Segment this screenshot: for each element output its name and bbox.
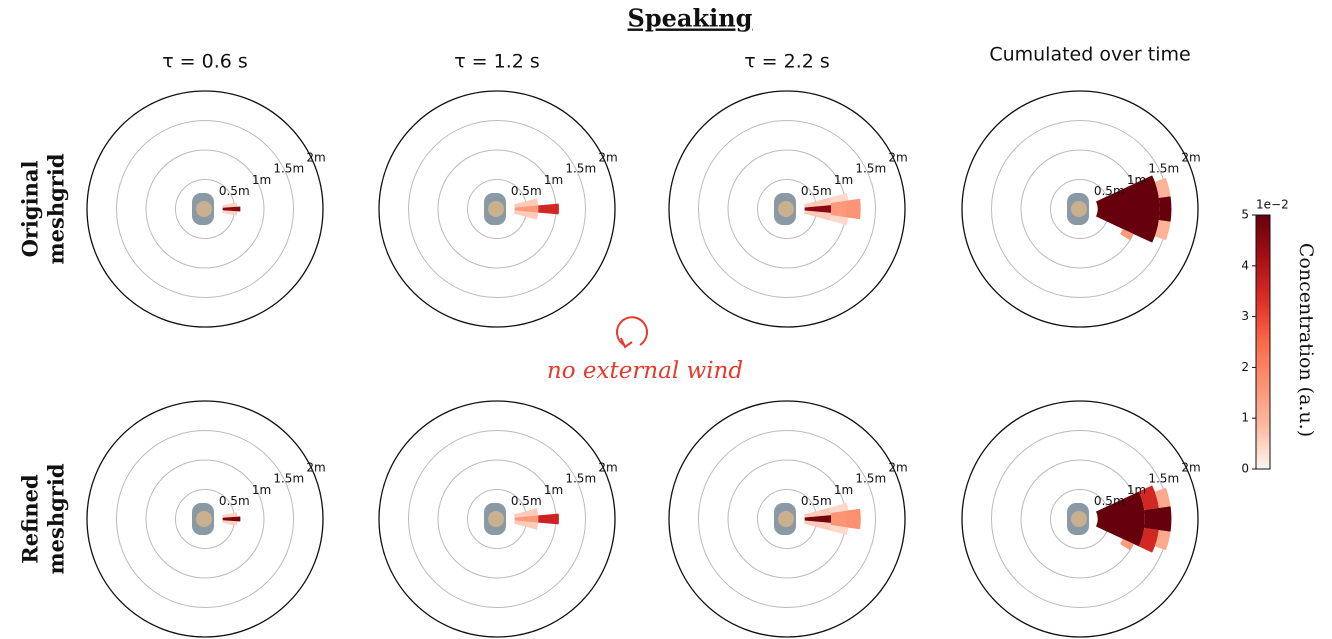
row-label-line: Original xyxy=(18,161,43,258)
r-tick-label: 1.5m xyxy=(273,472,304,486)
row-label: Original meshgrid xyxy=(18,153,69,264)
r-tick-label: 2m xyxy=(1181,150,1200,164)
r-tick-label: 2m xyxy=(598,150,617,164)
concentration-cell xyxy=(831,511,846,527)
head-face xyxy=(1071,201,1087,217)
concentration-cell xyxy=(845,509,860,530)
concentration-cell xyxy=(538,204,559,215)
colorbar-tick-label: 1 xyxy=(1241,411,1249,425)
r-tick-label: 1m xyxy=(834,483,853,497)
colorbar-label-group: Concentration (a.u.) xyxy=(1295,243,1317,437)
figure: Speaking τ = 0.6 s τ = 1.2 s τ = 2.2 s C… xyxy=(0,0,1332,639)
head-face xyxy=(778,511,794,527)
r-tick-label: 1m xyxy=(1127,173,1146,187)
colorbar xyxy=(1256,215,1270,469)
r-tick-label: 1.5m xyxy=(1148,472,1179,486)
r-tick-label: 1m xyxy=(1127,483,1146,497)
concentration-cell xyxy=(1144,506,1171,531)
r-tick-label: 0.5m xyxy=(219,184,250,198)
colorbar-tick-label: 3 xyxy=(1241,309,1249,323)
row-label-line: meshgrid xyxy=(44,153,69,264)
colorbar-tick-label: 4 xyxy=(1241,258,1249,272)
polar-panel: 0.5m1m1.5m2m xyxy=(87,91,326,327)
colorbar-label: Concentration (a.u.) xyxy=(1295,243,1317,437)
concentration-cell xyxy=(845,199,860,220)
colorbar-tick-label: 0 xyxy=(1241,462,1249,476)
r-tick-label: 1m xyxy=(834,173,853,187)
r-tick-label: 2m xyxy=(1181,460,1200,474)
wind-icon-arrow xyxy=(621,338,632,347)
r-tick-label: 0.5m xyxy=(1094,494,1125,508)
figure-title: Speaking xyxy=(628,4,753,33)
r-tick-label: 1.5m xyxy=(273,162,304,176)
colorbar-tick-label: 5 xyxy=(1241,208,1249,222)
column-title: τ = 0.6 s xyxy=(162,51,248,73)
head-face xyxy=(778,201,794,217)
r-tick-label: 2m xyxy=(888,150,907,164)
head-face xyxy=(1071,511,1087,527)
row-label-line: meshgrid xyxy=(44,463,69,574)
column-title: τ = 2.2 s xyxy=(744,51,830,73)
column-title: Cumulated over time xyxy=(989,44,1190,66)
concentration-cell xyxy=(538,514,559,525)
r-tick-label: 0.5m xyxy=(801,184,832,198)
colorbar-tick-label: 2 xyxy=(1241,360,1249,374)
r-tick-label: 2m xyxy=(598,460,617,474)
r-tick-label: 0.5m xyxy=(219,494,250,508)
head-face xyxy=(488,201,504,217)
annotation: no external wind xyxy=(547,358,743,384)
r-tick-label: 1.5m xyxy=(565,162,596,176)
r-tick-label: 0.5m xyxy=(511,494,542,508)
head-face xyxy=(488,511,504,527)
r-tick-label: 1m xyxy=(544,483,563,497)
r-tick-label: 2m xyxy=(306,150,325,164)
column-title: τ = 1.2 s xyxy=(454,51,540,73)
r-tick-label: 0.5m xyxy=(511,184,542,198)
r-tick-label: 0.5m xyxy=(1094,184,1125,198)
concentration-cell xyxy=(831,201,846,217)
r-tick-label: 1.5m xyxy=(855,472,886,486)
colorbar-offset: 1e−2 xyxy=(1256,198,1289,212)
r-tick-label: 1m xyxy=(252,173,271,187)
r-tick-label: 1m xyxy=(252,483,271,497)
row-label: Refined meshgrid xyxy=(18,463,69,574)
r-tick-label: 1.5m xyxy=(855,162,886,176)
r-tick-label: 0.5m xyxy=(801,494,832,508)
row-label-line: Refined xyxy=(18,474,43,564)
head-face xyxy=(196,511,212,527)
r-tick-label: 1.5m xyxy=(565,472,596,486)
r-tick-label: 2m xyxy=(888,460,907,474)
head-face xyxy=(196,201,212,217)
r-tick-label: 2m xyxy=(306,460,325,474)
r-tick-label: 1m xyxy=(544,173,563,187)
concentration-cell xyxy=(1159,196,1172,221)
r-tick-label: 1.5m xyxy=(1148,162,1179,176)
